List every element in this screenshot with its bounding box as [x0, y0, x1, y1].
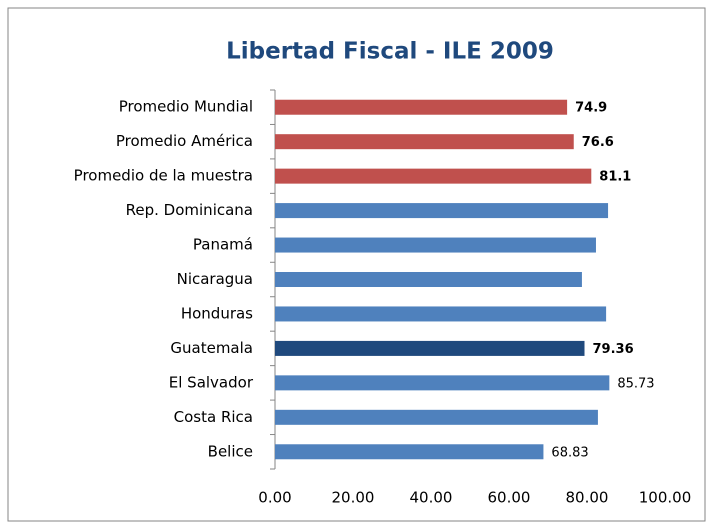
- value-label: 76.6: [582, 135, 614, 150]
- x-tick-label: 20.00: [332, 489, 375, 507]
- bar: [275, 203, 609, 219]
- bar: [275, 409, 598, 425]
- value-label: 79.36: [593, 342, 634, 357]
- x-tick-label: 60.00: [488, 489, 531, 507]
- value-label: 85.73: [617, 376, 654, 391]
- bar: [275, 134, 574, 150]
- bar: [275, 375, 610, 391]
- x-tick-label: 100.00: [639, 489, 692, 507]
- bar: [275, 340, 585, 356]
- bar: [275, 99, 568, 115]
- y-tick-label: Promedio de la muestra: [74, 167, 253, 185]
- value-label: 68.83: [551, 445, 588, 460]
- x-tick-label: 40.00: [410, 489, 453, 507]
- bar: [275, 444, 544, 460]
- y-tick-label: Belice: [208, 442, 253, 460]
- x-tick-label: 80.00: [566, 489, 609, 507]
- bar: [275, 237, 596, 253]
- bar: [275, 168, 592, 184]
- y-tick-label: Promedio Mundial: [119, 98, 253, 116]
- y-tick-label: Rep. Dominicana: [126, 201, 253, 219]
- y-tick-label: Promedio América: [116, 132, 253, 150]
- y-tick-label: Guatemala: [170, 339, 253, 357]
- y-tick-label: Nicaragua: [177, 270, 253, 288]
- y-tick-label: El Salvador: [169, 373, 254, 391]
- y-tick-label: Honduras: [181, 304, 253, 322]
- bar: [275, 306, 607, 322]
- value-label: 74.9: [575, 101, 607, 116]
- chart-title: Libertad Fiscal - ILE 2009: [226, 39, 554, 65]
- bar: [275, 272, 582, 287]
- y-tick-label: Panamá: [193, 236, 253, 254]
- x-tick-label: 0.00: [258, 489, 291, 507]
- value-label: 81.1: [599, 170, 631, 185]
- y-tick-label: Costa Rica: [174, 408, 253, 426]
- chart-border: [7, 7, 706, 522]
